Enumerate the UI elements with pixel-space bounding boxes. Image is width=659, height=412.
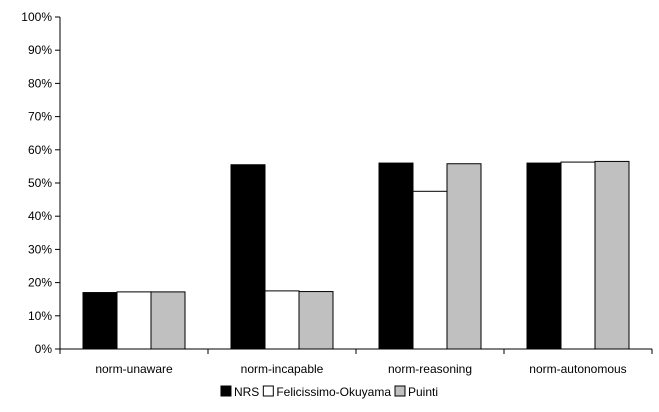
y-tick-label: 100% [21,10,52,24]
y-tick-label: 0% [35,342,53,356]
bar-felicissimo-okuyama-norm-unaware [116,291,152,350]
bar-nrs-norm-reasoning [378,162,414,350]
legend-swatch-nrs [220,385,232,397]
bars [82,160,630,350]
bar-felicissimo-okuyama-norm-reasoning [412,190,448,350]
y-tick-label: 40% [28,209,52,223]
legend-label: Felicissimo-Okuyama [276,385,391,399]
legend-label: Puinti [408,385,438,399]
bar-nrs-norm-autonomous [526,162,562,350]
y-tick-label: 90% [28,43,52,57]
bar-nrs-norm-unaware [82,292,118,350]
y-axis-ticks: 0% 10% 20% 30% 40% 50% 60% 70% 80% 90% 100% [21,10,60,356]
y-tick-label: 10% [28,309,52,323]
x-axis-ticks: norm-unaware norm-incapable norm-reasoning… [59,349,653,376]
bar-puinti-norm-reasoning [446,163,482,350]
bar-nrs-norm-incapable [230,164,266,350]
y-tick-label: 70% [28,110,52,124]
bar-puinti-norm-unaware [150,291,186,350]
x-tick-label: norm-unaware [95,362,173,376]
x-tick-label: norm-reasoning [388,362,472,376]
y-tick-label: 60% [28,143,52,157]
bar-puinti-norm-autonomous [594,160,630,350]
y-tick-label: 30% [28,242,52,256]
x-tick-label: norm-incapable [241,362,324,376]
bar-felicissimo-okuyama-norm-incapable [264,290,300,350]
y-tick-label: 50% [28,176,52,190]
x-tick-label: norm-autonomous [529,362,626,376]
legend-swatch-felicissimo-okuyama [262,385,274,397]
y-tick-label: 20% [28,276,52,290]
bar-puinti-norm-incapable [298,291,334,350]
legend-label: NRS [234,385,259,399]
legend: NRS Felicissimo-Okuyama Puinti [220,385,438,399]
legend-swatch-puinti [394,385,406,397]
y-tick-label: 80% [28,76,52,90]
bar-felicissimo-okuyama-norm-autonomous [560,161,596,350]
